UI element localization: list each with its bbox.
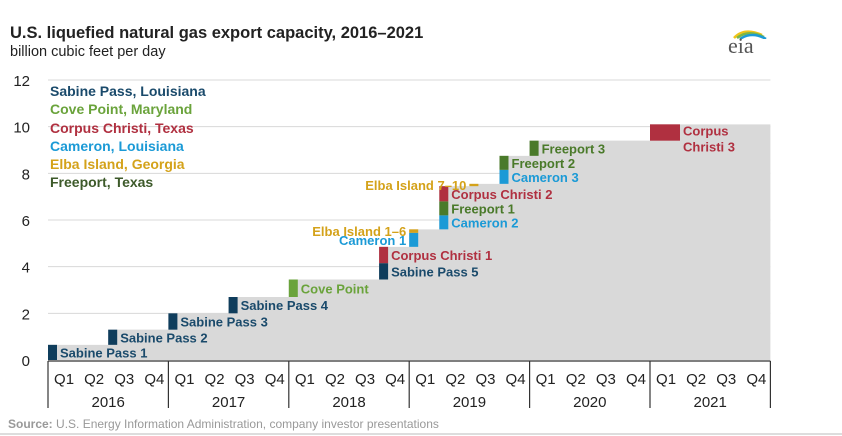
capacity-segment — [650, 124, 680, 141]
segment-label: Sabine Pass 5 — [391, 264, 478, 279]
segment-label: Freeport 1 — [451, 201, 515, 216]
y-tick-label: 12 — [13, 73, 30, 90]
x-tick-quarter-label: Q2 — [325, 371, 345, 388]
x-tick-year-label: 2016 — [92, 394, 125, 411]
capacity-segment — [228, 297, 238, 314]
legend-item-elba-island: Elba Island, Georgia — [50, 156, 185, 173]
source-note: Source: U.S. Energy Information Administ… — [8, 417, 439, 431]
segment-label: Cameron 3 — [512, 170, 579, 185]
capacity-segment — [499, 155, 509, 170]
x-tick-quarter-label: Q2 — [566, 371, 586, 388]
capacity-segment — [409, 229, 419, 233]
segment-label: Sabine Pass 1 — [60, 345, 147, 360]
x-tick-quarter-label: Q4 — [144, 371, 164, 388]
capacity-segment — [439, 186, 449, 202]
y-tick-label: 2 — [22, 306, 30, 323]
segment-label: Freeport 2 — [512, 156, 576, 171]
y-tick-label: 4 — [22, 260, 30, 277]
x-tick-quarter-label: Q2 — [445, 371, 465, 388]
x-tick-quarter-label: Q3 — [716, 371, 736, 388]
x-tick-year-label: 2018 — [332, 394, 365, 411]
x-tick-quarter-label: Q3 — [596, 371, 616, 388]
x-tick-quarter-label: Q2 — [205, 371, 225, 388]
capacity-segment — [108, 329, 118, 345]
x-tick-quarter-label: Q2 — [84, 371, 104, 388]
x-tick-quarter-label: Q1 — [415, 371, 435, 388]
x-tick-quarter-label: Q3 — [235, 371, 255, 388]
source-text: U.S. Energy Information Administration, … — [52, 417, 439, 431]
segment-label: Christi 3 — [683, 139, 735, 154]
x-tick-quarter-label: Q3 — [355, 371, 375, 388]
legend-item-freeport: Freeport, Texas — [50, 174, 154, 191]
eia-logo: eia — [728, 25, 768, 58]
x-tick-year-label: 2021 — [694, 394, 727, 411]
segment-label: Corpus Christi 1 — [391, 248, 492, 263]
segment-label: Freeport 3 — [542, 141, 606, 156]
capacity-segment — [409, 232, 419, 247]
segment-label: Sabine Pass 2 — [120, 330, 207, 345]
capacity-segment — [48, 344, 57, 360]
x-tick-year-label: 2020 — [573, 394, 606, 411]
segment-label: Elba Island 7–10 — [365, 178, 466, 193]
y-tick-label: 0 — [22, 353, 30, 370]
capacity-segment — [288, 279, 298, 297]
capacity-segment — [499, 169, 509, 184]
capacity-segment — [469, 183, 479, 187]
x-tick-quarter-label: Q1 — [295, 371, 315, 388]
x-tick-quarter-label: Q2 — [686, 371, 706, 388]
segment-label: Cameron 1 — [339, 233, 406, 248]
capacity-segment — [168, 313, 178, 330]
x-tick-quarter-label: Q4 — [626, 371, 646, 388]
y-tick-label: 8 — [22, 166, 30, 183]
eia-logo-text: eia — [728, 33, 754, 58]
y-tick-label: 10 — [13, 120, 30, 137]
segment-label: Corpus — [683, 123, 729, 138]
capacity-segment — [439, 215, 449, 230]
x-tick-quarter-label: Q3 — [114, 371, 134, 388]
source-prefix: Source: — [8, 417, 53, 431]
footer-divider — [0, 433, 842, 435]
segment-label: Sabine Pass 4 — [241, 298, 329, 313]
segment-label: Elba Island 1–6 — [312, 224, 406, 239]
capacity-segment — [379, 263, 389, 280]
capacity-segment — [439, 201, 449, 216]
legend: Sabine Pass, Louisiana Cove Point, Maryl… — [50, 82, 206, 192]
x-tick-year-label: 2017 — [212, 394, 245, 411]
x-tick-year-label: 2019 — [453, 394, 486, 411]
capacity-segment — [379, 246, 389, 264]
chart-title: U.S. liquefied natural gas export capaci… — [10, 24, 424, 42]
x-tick-quarter-label: Q4 — [746, 371, 766, 388]
x-tick-quarter-label: Q1 — [54, 371, 74, 388]
segment-label: Sabine Pass 3 — [180, 315, 267, 330]
x-tick-quarter-label: Q3 — [475, 371, 495, 388]
legend-item-corpus-christi: Corpus Christi, Texas — [50, 119, 194, 136]
segment-label: Corpus Christi 2 — [451, 187, 552, 202]
capacity-segment — [529, 140, 539, 156]
segment-label: Cove Point — [301, 281, 370, 296]
x-tick-quarter-label: Q4 — [385, 371, 405, 388]
x-tick-quarter-label: Q4 — [506, 371, 526, 388]
x-tick-quarter-label: Q1 — [656, 371, 676, 388]
y-tick-label: 6 — [22, 213, 30, 230]
legend-item-sabine-pass: Sabine Pass, Louisiana — [50, 83, 206, 99]
legend-item-cove-point: Cove Point, Maryland — [50, 101, 193, 118]
legend-item-cameron: Cameron, Louisiana — [50, 137, 184, 154]
eia-logo-arc-icon — [733, 30, 767, 39]
x-tick-quarter-label: Q1 — [174, 371, 194, 388]
x-tick-quarter-label: Q1 — [536, 371, 556, 388]
x-tick-quarter-label: Q4 — [265, 371, 285, 388]
segment-label: Cameron 2 — [451, 215, 518, 230]
chart-subtitle: billion cubic feet per day — [10, 44, 166, 60]
